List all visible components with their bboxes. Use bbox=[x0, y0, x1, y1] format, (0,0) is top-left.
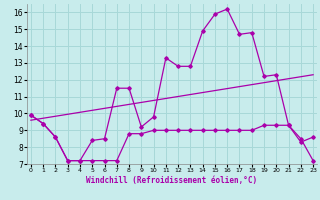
X-axis label: Windchill (Refroidissement éolien,°C): Windchill (Refroidissement éolien,°C) bbox=[86, 176, 258, 185]
